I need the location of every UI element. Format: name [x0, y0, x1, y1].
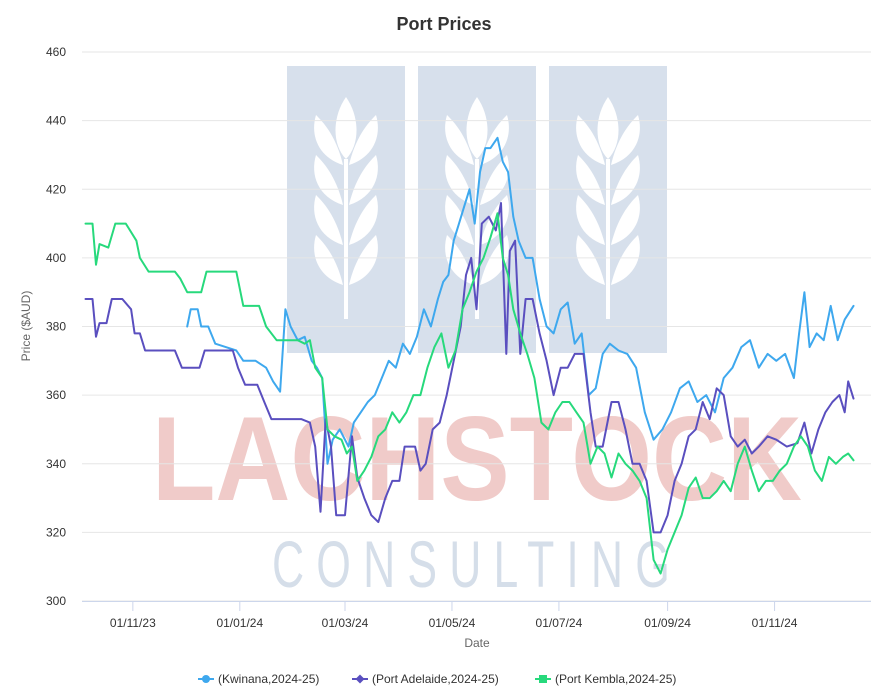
y-axis-ticks: 300 320 340 360 380 400 420 440 460 — [46, 45, 66, 608]
series-layer — [84, 136, 855, 575]
legend-label: (Port Kembla,2024-25) — [555, 672, 676, 686]
legend-label: (Port Adelaide,2024-25) — [372, 672, 499, 686]
y-tick-label: 420 — [46, 182, 66, 196]
legend-label: (Kwinana,2024-25) — [218, 672, 319, 686]
legend-item-3[interactable]: (Port Kembla,2024-25) — [535, 672, 676, 686]
y-tick-label: 380 — [46, 320, 66, 334]
legend-marker — [539, 675, 547, 683]
legend-item-2[interactable]: (Port Adelaide,2024-25) — [352, 672, 499, 686]
y-tick-label: 440 — [46, 114, 66, 128]
watermark-logo-text: LACHSTOCK — [152, 392, 802, 526]
legend: (Kwinana,2024-25) (Port Adelaide,2024-25)… — [198, 672, 676, 686]
y-tick-label: 400 — [46, 251, 66, 265]
x-tick-label: 01/07/24 — [536, 616, 583, 630]
x-tick-label: 01/03/24 — [322, 616, 369, 630]
series-line-3[interactable] — [84, 212, 855, 575]
y-tick-label: 340 — [46, 457, 66, 471]
x-tick-label: 01/11/24 — [752, 616, 798, 630]
y-tick-label: 320 — [46, 525, 66, 539]
y-axis-label: Price ($AUD) — [19, 291, 33, 362]
y-tick-label: 360 — [46, 388, 66, 402]
legend-marker — [202, 675, 210, 683]
watermark-sub-text: CONSULTING — [272, 527, 682, 601]
legend-marker — [355, 674, 365, 684]
x-tick-label: 01/05/24 — [429, 616, 476, 630]
legend-item-1[interactable]: (Kwinana,2024-25) — [198, 672, 319, 686]
y-tick-label: 460 — [46, 45, 66, 59]
chart-title: Port Prices — [396, 14, 491, 34]
x-tick-label: 01/01/24 — [216, 616, 263, 630]
series-line-1[interactable] — [186, 136, 855, 465]
x-tick-label: 01/09/24 — [644, 616, 691, 630]
x-axis-label: Date — [464, 636, 490, 650]
series-line-2[interactable] — [84, 202, 855, 534]
x-axis: 01/11/23 01/01/24 01/03/24 01/05/24 01/07/24… — [82, 601, 871, 630]
watermark: LACHSTOCK CONSULTING — [152, 66, 802, 601]
x-tick-label: 01/11/23 — [110, 616, 156, 630]
y-tick-label: 300 — [46, 594, 66, 608]
